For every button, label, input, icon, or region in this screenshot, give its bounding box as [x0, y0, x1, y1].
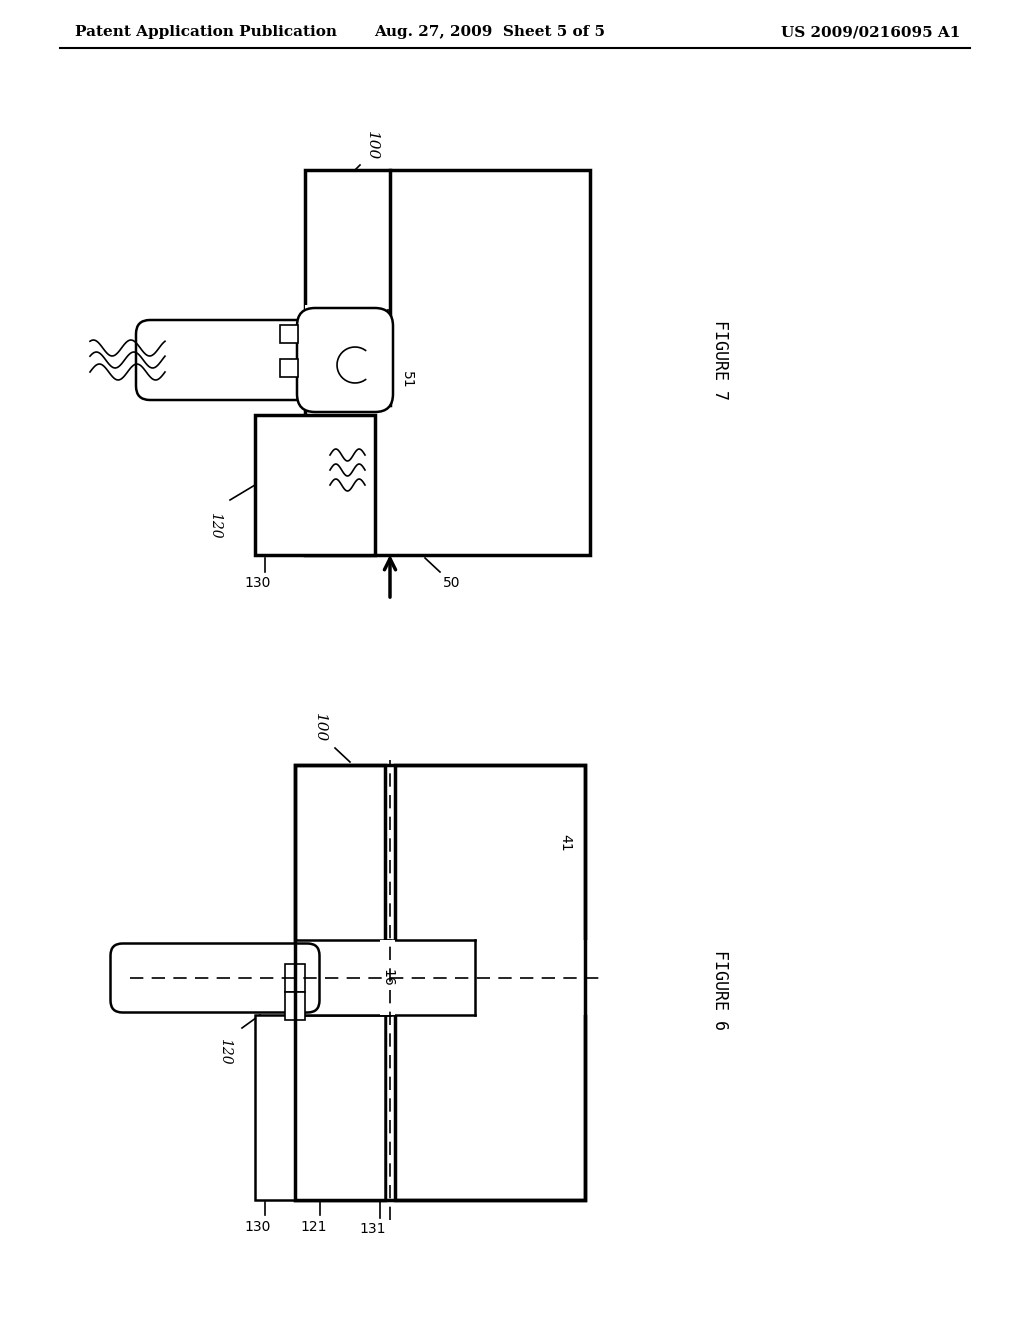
- Text: Patent Application Publication: Patent Application Publication: [75, 25, 337, 40]
- Text: 130: 130: [245, 576, 271, 590]
- FancyBboxPatch shape: [136, 319, 334, 400]
- Bar: [285, 964, 305, 993]
- Bar: [305, 170, 590, 554]
- Text: FIGURE 6: FIGURE 6: [711, 950, 729, 1030]
- Bar: [385, 940, 475, 1015]
- Bar: [255, 414, 375, 554]
- Text: 16: 16: [380, 969, 394, 986]
- FancyBboxPatch shape: [297, 308, 393, 412]
- Text: FIGURE 7: FIGURE 7: [711, 319, 729, 400]
- Text: Aug. 27, 2009  Sheet 5 of 5: Aug. 27, 2009 Sheet 5 of 5: [375, 25, 605, 40]
- Bar: [280, 359, 298, 378]
- Bar: [395, 766, 585, 1200]
- Text: 121: 121: [301, 1220, 328, 1234]
- Bar: [380, 940, 395, 1015]
- Bar: [305, 330, 375, 405]
- Text: 51: 51: [400, 371, 414, 389]
- Text: 120: 120: [218, 1038, 232, 1065]
- Text: 100: 100: [313, 713, 327, 742]
- Bar: [255, 1015, 385, 1200]
- Text: 16: 16: [341, 363, 358, 378]
- Bar: [285, 993, 305, 1020]
- Text: 41: 41: [558, 834, 572, 851]
- Bar: [305, 305, 395, 360]
- Text: 120: 120: [208, 512, 222, 539]
- Bar: [295, 766, 585, 1200]
- FancyBboxPatch shape: [111, 944, 319, 1012]
- Bar: [295, 766, 385, 1200]
- Text: 130: 130: [245, 1220, 271, 1234]
- Text: US 2009/0216095 A1: US 2009/0216095 A1: [780, 25, 961, 40]
- Text: 50: 50: [443, 576, 461, 590]
- Text: 100: 100: [365, 131, 379, 160]
- Bar: [295, 940, 590, 1015]
- Text: 131: 131: [359, 1222, 386, 1236]
- Bar: [280, 325, 298, 343]
